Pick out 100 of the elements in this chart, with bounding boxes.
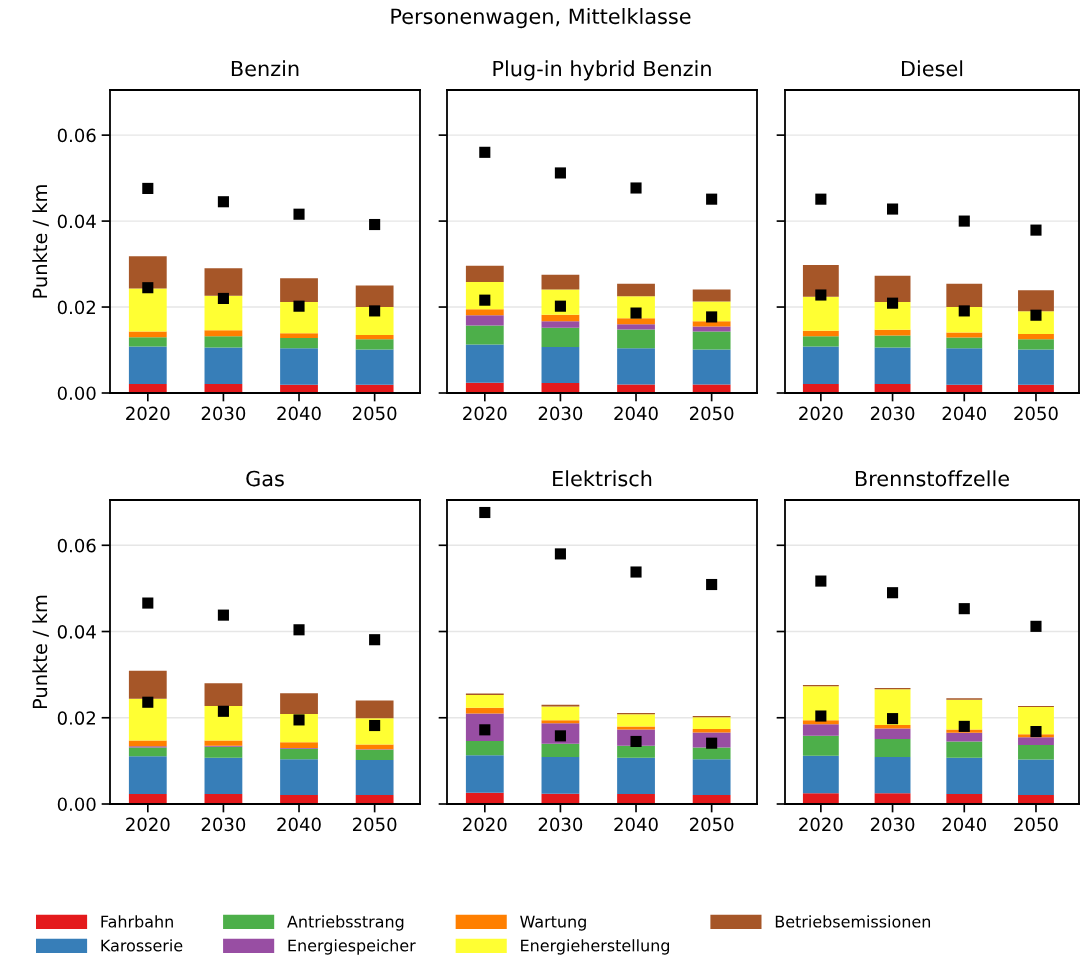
- point: [815, 289, 827, 301]
- bar: [802, 755, 839, 794]
- bar: [541, 757, 580, 794]
- point: [706, 578, 718, 591]
- chart-title: Diesel: [901, 60, 963, 77]
- point: [887, 203, 899, 215]
- bar: [465, 309, 504, 316]
- point: [293, 714, 305, 726]
- bar: [802, 724, 839, 736]
- bar: [874, 689, 911, 726]
- bar: [280, 693, 318, 714]
- point: [554, 167, 566, 179]
- bar: [204, 683, 243, 707]
- x-tick-label: 2020: [463, 817, 507, 832]
- bar: [128, 288, 167, 332]
- bar: [874, 738, 911, 757]
- bar: [874, 793, 911, 804]
- chart-title: Brennstoffzelle: [855, 470, 1009, 487]
- bar: [802, 336, 839, 347]
- point: [479, 506, 491, 519]
- bar: [280, 337, 318, 349]
- point: [369, 634, 381, 646]
- bar: [617, 794, 655, 804]
- bar: [280, 333, 318, 338]
- point: [142, 696, 154, 708]
- x-tick-label: 2020: [799, 406, 843, 421]
- bar: [617, 318, 655, 325]
- bar: [541, 274, 580, 290]
- bar: [946, 332, 983, 338]
- bar: [692, 326, 731, 332]
- bar: [128, 670, 167, 699]
- bar: [1018, 339, 1054, 350]
- bar: [617, 324, 655, 330]
- bar: [874, 275, 911, 302]
- bar: [204, 746, 243, 758]
- bar: [802, 735, 839, 756]
- point: [217, 292, 229, 304]
- bar: [128, 794, 167, 804]
- bar: [617, 714, 655, 727]
- bar: [946, 283, 983, 308]
- point: [1030, 309, 1042, 321]
- bar: [465, 344, 504, 383]
- point: [369, 218, 381, 231]
- x-tick-label: 2020: [126, 817, 170, 832]
- point: [958, 603, 970, 615]
- chart-title: Benzin: [231, 60, 299, 77]
- bar: [617, 726, 655, 730]
- bar: [692, 747, 731, 760]
- y-tick-label: 0.02: [57, 711, 95, 725]
- legend-label: Wartung: [520, 915, 586, 931]
- x-tick-label: 2050: [689, 406, 734, 421]
- point: [887, 587, 899, 599]
- x-tick-label: 2040: [942, 406, 987, 421]
- bar: [541, 321, 580, 328]
- bar: [617, 348, 655, 385]
- bar: [355, 307, 394, 335]
- x-tick-label: 2030: [201, 817, 246, 832]
- x-tick-label: 2020: [463, 406, 507, 421]
- point: [887, 297, 899, 309]
- x-tick-label: 2030: [870, 406, 915, 421]
- bar: [946, 732, 983, 742]
- bar: [1018, 334, 1054, 340]
- bar: [128, 747, 167, 757]
- bar: [355, 744, 394, 750]
- bar: [465, 792, 504, 804]
- bar: [355, 749, 394, 761]
- point: [217, 196, 229, 208]
- legend-label: Betriebsemissionen: [775, 915, 931, 928]
- x-tick-label: 2050: [689, 817, 734, 832]
- point: [293, 300, 305, 312]
- point: [630, 182, 642, 194]
- point: [1030, 224, 1042, 236]
- y-tick-label: 0.06: [57, 538, 96, 553]
- bar: [541, 314, 580, 322]
- x-tick-label: 2040: [277, 817, 321, 832]
- bar: [946, 337, 983, 349]
- bar: [802, 793, 839, 804]
- bar: [946, 348, 983, 385]
- bar: [128, 756, 167, 795]
- bar: [280, 742, 318, 748]
- point: [293, 624, 305, 636]
- bar: [1018, 290, 1054, 312]
- bar: [204, 757, 243, 795]
- point: [554, 548, 566, 560]
- bar: [204, 268, 243, 296]
- y-tick-label: 0.04: [57, 624, 96, 639]
- bar: [128, 698, 167, 741]
- point: [815, 710, 827, 722]
- bar: [802, 296, 839, 331]
- bar: [280, 759, 318, 795]
- x-tick-label: 2050: [1014, 817, 1058, 832]
- x-tick-label: 2030: [538, 817, 583, 832]
- bar: [355, 700, 394, 719]
- bar: [465, 741, 504, 756]
- bar: [280, 348, 318, 385]
- point: [369, 305, 381, 317]
- bar: [692, 759, 731, 795]
- bar: [355, 339, 394, 350]
- y-axis-title: Punkte / km: [32, 595, 49, 709]
- bar: [692, 321, 731, 327]
